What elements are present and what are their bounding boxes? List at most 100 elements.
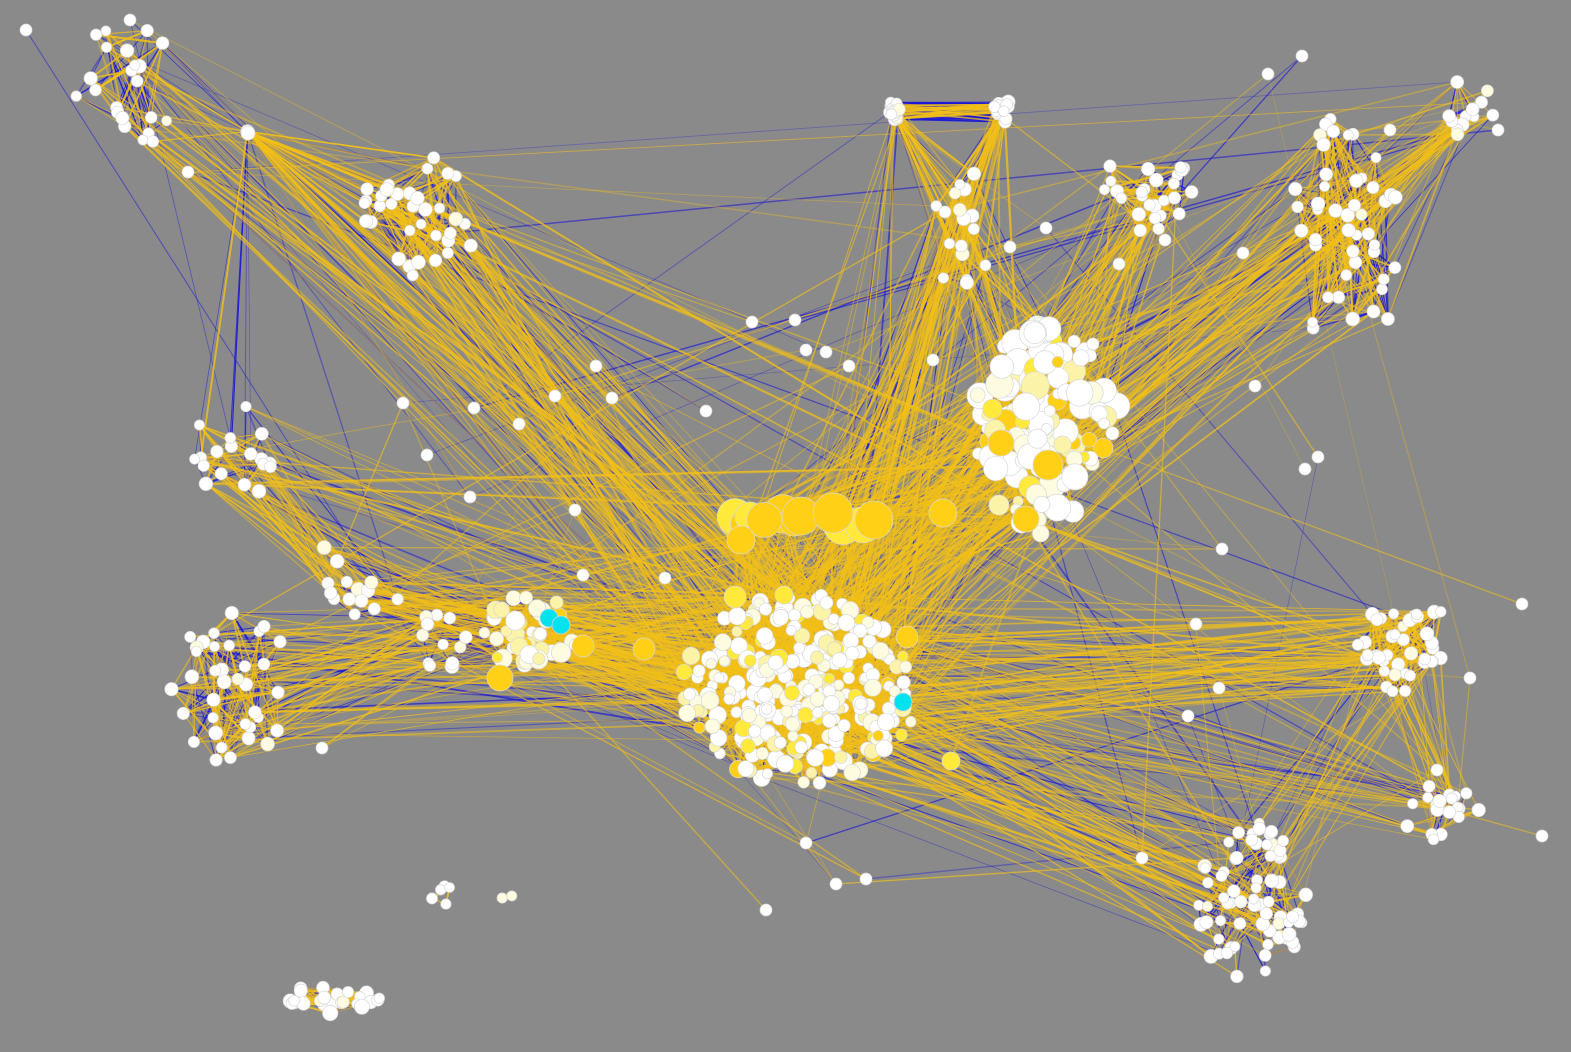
graph-edge-blue — [1384, 201, 1389, 320]
graph-edge-gold — [105, 30, 763, 713]
graph-edge-gold — [203, 465, 768, 717]
graph-edge-gold — [1025, 518, 1411, 677]
graph-edge-blue — [844, 725, 1430, 787]
graph-edge-gold — [412, 274, 887, 656]
graph-edge-gold — [205, 483, 338, 562]
graph-edge-gold — [894, 112, 999, 120]
graph-edge-gold — [829, 615, 1416, 680]
graph-edge-gold — [246, 131, 699, 711]
graph-edge-gold — [447, 252, 803, 637]
graph-edge-gold — [361, 599, 826, 640]
graph-edge-gold — [1332, 131, 1355, 206]
graph-edge-gold — [897, 118, 975, 175]
graph-edge-gold — [1407, 809, 1479, 827]
graph-edge-gold — [894, 105, 999, 117]
graph-edge-gold — [772, 757, 1228, 954]
graph-edge-gold — [379, 205, 1025, 518]
graph-edge-gold — [90, 78, 152, 118]
graph-edge-gold — [246, 131, 737, 682]
graph-edge-blue — [244, 131, 248, 485]
graph-edge-gold — [424, 209, 754, 756]
graph-edge-gold — [935, 106, 1009, 207]
graph-edge-gold — [826, 601, 1273, 882]
graph-edge-blue — [1387, 109, 1474, 320]
graph-edge-gold — [897, 103, 1005, 115]
graph-edge-gold — [183, 614, 438, 715]
graph-edge-gold — [205, 483, 332, 594]
graph-edge-gold — [1264, 626, 1404, 956]
graph-edge-gold — [984, 104, 1008, 266]
graph-edge-gold — [247, 130, 368, 190]
graph-edge-gold — [138, 65, 168, 122]
graph-edge-gold — [246, 131, 763, 779]
graph-edge-gold — [370, 221, 780, 659]
graph-edge-gold — [142, 42, 164, 141]
graph-edge-gold — [183, 617, 450, 715]
graph-edge-gold — [1387, 129, 1459, 320]
graph-edge-gold — [267, 634, 424, 745]
graph-edge-gold — [1386, 654, 1435, 840]
graph-edge-gold — [1023, 516, 1375, 658]
graph-edge-gold — [1432, 661, 1451, 796]
graph-edge-gold — [194, 458, 715, 748]
graph-edge-gold — [126, 50, 709, 696]
graph-edge-gold — [221, 634, 423, 671]
graph-edge-gold — [196, 646, 429, 664]
graph-edge-gold — [134, 64, 152, 118]
graph-edge-gold — [182, 713, 217, 761]
graph-edge-gold — [1270, 657, 1380, 882]
graph-edge-gold — [216, 450, 759, 680]
graph-edge-gold — [1294, 134, 1349, 190]
graph-edge-gold — [249, 664, 431, 729]
graph-edge-gold — [807, 689, 1438, 806]
graph-edge-gold — [152, 130, 248, 143]
graph-edge-blue — [865, 839, 1252, 880]
graph-edge-gold — [247, 130, 434, 159]
graph-edge-gold — [358, 588, 736, 598]
graph-edge-gold — [247, 131, 765, 733]
graph-edge-gold — [860, 630, 1406, 692]
graph-edge-gold — [365, 220, 834, 709]
graph-edge-blue — [139, 65, 471, 498]
graph-edge-gold — [825, 647, 1253, 835]
graph-edge-gold — [1439, 657, 1451, 796]
graph-edge-gold — [105, 30, 154, 142]
graph-edge-gold — [246, 130, 367, 222]
graph-edge-gold — [1456, 81, 1494, 116]
graph-edge-gold — [182, 713, 217, 761]
graph-edge-gold — [205, 483, 325, 549]
graph-edge-gold — [244, 617, 451, 725]
graph-edge-gold — [245, 634, 423, 685]
graph-edge-blue — [1227, 670, 1385, 904]
graph-edge-gold — [90, 78, 825, 666]
graph-edge-gold — [250, 453, 350, 600]
graph-edge-blue — [349, 598, 768, 774]
graph-edge-gold — [888, 686, 1387, 710]
graph-edge-gold — [1037, 144, 1325, 329]
graph-edge-gold — [439, 207, 777, 664]
graph-edge-gold — [409, 230, 699, 711]
graph-edge-gold — [1044, 165, 1111, 336]
graph-edge-gold — [196, 615, 427, 649]
graph-edge-gold — [894, 106, 1004, 120]
graph-edge-gold — [1074, 310, 1374, 343]
graph-edge-gold — [224, 681, 892, 713]
graph-edge-gold — [1352, 116, 1475, 320]
graph-edge-gold — [436, 614, 824, 656]
graph-edge-gold — [818, 654, 1388, 681]
graph-edge-gold — [895, 112, 975, 175]
graph-edge-gold — [203, 465, 338, 562]
graph-edge-gold — [1040, 234, 1358, 353]
graph-edge-gold — [247, 130, 367, 202]
graph-edge-gold — [1228, 644, 1359, 843]
graph-edge-gold — [783, 245, 963, 596]
graph-edge-gold — [767, 714, 1303, 924]
graph-edge-gold — [270, 466, 335, 600]
graph-edge-gold — [106, 30, 148, 48]
graph-edge-gold — [263, 616, 427, 628]
graph-edge-blue — [794, 133, 1458, 321]
graph-edge-gold — [193, 651, 198, 742]
graph-edge-gold — [818, 619, 1410, 681]
